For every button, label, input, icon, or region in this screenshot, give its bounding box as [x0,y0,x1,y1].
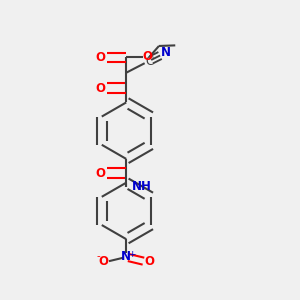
Text: NH: NH [132,180,152,194]
Text: O: O [98,255,108,268]
Text: C: C [145,55,154,68]
Text: O: O [144,255,154,268]
Text: O: O [95,51,105,64]
Text: O: O [142,50,152,63]
Text: N: N [121,250,131,263]
Text: -: - [96,251,100,261]
Text: O: O [95,82,105,95]
Text: N: N [160,46,170,59]
Text: +: + [128,250,135,259]
Text: O: O [95,167,105,180]
